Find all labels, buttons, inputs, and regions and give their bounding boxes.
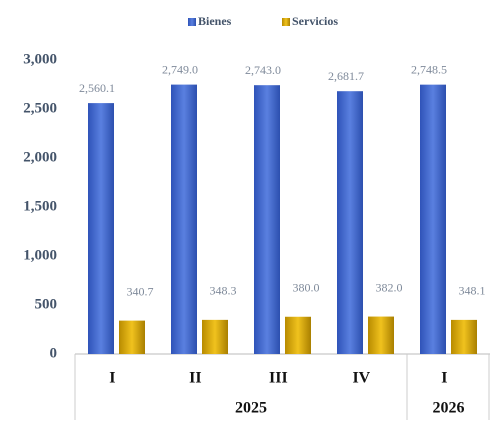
bar — [254, 85, 280, 354]
y-tick-label: 1,000 — [23, 247, 57, 263]
bar — [88, 103, 114, 354]
value-label: 340.7 — [127, 284, 154, 298]
bar — [451, 319, 477, 354]
x-tick-label: III — [269, 370, 288, 387]
value-label: 348.3 — [210, 284, 237, 298]
y-tick-label: 3,000 — [23, 51, 57, 67]
value-label: 348.1 — [459, 284, 486, 298]
bar — [202, 319, 228, 354]
bar — [420, 84, 446, 354]
value-label: 2,748.5 — [411, 62, 447, 76]
group-label: 2026 — [433, 400, 465, 417]
legend-label: Servicios — [292, 14, 338, 28]
bar — [368, 316, 394, 354]
y-tick-label: 500 — [35, 296, 58, 312]
value-label: 2,560.1 — [79, 81, 115, 95]
bar — [119, 320, 145, 354]
x-tick-label: IV — [352, 370, 370, 387]
value-label: 2,681.7 — [328, 69, 364, 83]
value-label: 380.0 — [293, 281, 320, 295]
value-label: 382.0 — [376, 280, 403, 294]
bar — [171, 84, 197, 355]
y-tick-label: 2,000 — [23, 149, 57, 165]
group-label: 2025 — [235, 400, 267, 417]
y-tick-label: 2,500 — [23, 100, 57, 116]
value-label: 2,749.0 — [162, 62, 198, 76]
bar — [285, 316, 311, 354]
x-tick-label: II — [189, 370, 201, 387]
x-tick-label: I — [441, 370, 447, 387]
y-tick-label: 1,500 — [23, 198, 57, 214]
legend-swatch — [188, 18, 196, 26]
legend-swatch — [282, 18, 290, 26]
y-tick-label: 0 — [50, 345, 58, 361]
value-label: 2,743.0 — [245, 63, 281, 77]
legend-label: Bienes — [198, 14, 232, 28]
x-tick-label: I — [109, 370, 115, 387]
bar — [337, 91, 363, 355]
